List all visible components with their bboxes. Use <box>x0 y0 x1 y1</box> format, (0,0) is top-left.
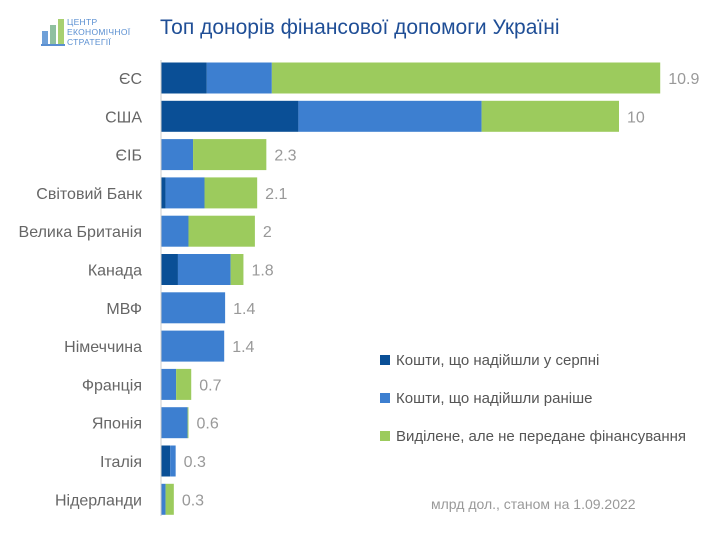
logo-text: ЦЕНТР ЕКОНОМІЧНОЇ СТРАТЕГІЇ <box>67 17 130 47</box>
logo-line: ЦЕНТР <box>67 17 98 27</box>
legend-item-allocated: Виділене, але не передане фінансування <box>380 428 686 445</box>
bar-segment <box>161 330 225 362</box>
category-label: ЄІБ <box>116 148 142 165</box>
logo-line: ЕКОНОМІЧНОЇ <box>67 27 131 37</box>
category-label: Світовий Банк <box>36 186 143 203</box>
bar-segment <box>298 100 482 132</box>
legend-swatch <box>380 355 390 365</box>
bar-segment <box>481 100 619 132</box>
logo <box>40 17 140 47</box>
bar-segment <box>188 215 255 247</box>
category-label: Франція <box>82 377 142 394</box>
total-label: 2 <box>263 224 272 241</box>
bar-segment <box>271 62 661 94</box>
total-label: 0.6 <box>196 416 218 433</box>
bar-segment <box>193 139 267 171</box>
bar-segment <box>165 177 205 209</box>
legend-swatch <box>380 393 390 403</box>
category-label: США <box>105 109 142 126</box>
chart-title: Топ донорів фінансової допомоги Україні <box>160 16 560 39</box>
bar-segment <box>176 368 192 400</box>
bar-segment <box>161 483 166 515</box>
legend-item-earlier: Кошти, що надійшли раніше <box>380 390 592 407</box>
bar-segment <box>230 254 244 285</box>
bar-segment <box>165 483 174 515</box>
bar-segment <box>187 407 189 439</box>
category-label: Німеччина <box>64 339 142 356</box>
bar-segment <box>161 177 166 209</box>
category-label: МВФ <box>106 301 142 318</box>
bar-segment <box>161 445 171 477</box>
category-label: Нідерланди <box>55 492 142 509</box>
footnote: млрд дол., станом на 1.09.2022 <box>431 496 636 512</box>
bar-segment <box>170 445 176 477</box>
total-label: 0.3 <box>184 454 206 471</box>
legend-label: Виділене, але не передане фінансування <box>396 428 687 445</box>
bar-segment <box>161 292 226 324</box>
category-label: Італія <box>100 454 142 471</box>
bar-segment <box>161 62 207 94</box>
logo-buildings-icon <box>41 19 65 46</box>
total-label: 10 <box>627 109 645 126</box>
legend-label: Кошти, що надійшли раніше <box>396 390 593 407</box>
logo-line: СТРАТЕГІЇ <box>67 37 112 47</box>
total-label: 2.1 <box>265 186 287 203</box>
bar-segment <box>204 177 258 209</box>
bar-segment <box>161 139 194 171</box>
legend-item-august: Кошти, що надійшли у серпні <box>380 352 599 369</box>
total-label: 1.4 <box>232 339 254 356</box>
total-label: 2.3 <box>274 148 296 165</box>
bar-segment <box>161 215 189 247</box>
category-label: Канада <box>88 263 142 280</box>
bar-segment <box>206 62 272 94</box>
category-label: ЄС <box>119 71 142 88</box>
total-label: 1.4 <box>233 301 255 318</box>
bar-segment <box>161 100 299 132</box>
total-label: 10.9 <box>668 71 699 88</box>
bar-segment <box>161 368 177 400</box>
total-label: 0.7 <box>199 377 221 394</box>
legend-label: Кошти, що надійшли у серпні <box>396 352 600 369</box>
category-label: Велика Британія <box>19 224 142 241</box>
category-label: Японія <box>92 416 142 433</box>
legend-swatch <box>380 431 390 441</box>
total-label: 0.3 <box>182 492 204 509</box>
bar-segment <box>177 254 231 285</box>
total-label: 1.8 <box>251 263 273 280</box>
bar-segment <box>161 254 178 285</box>
bar-segment <box>161 407 188 439</box>
